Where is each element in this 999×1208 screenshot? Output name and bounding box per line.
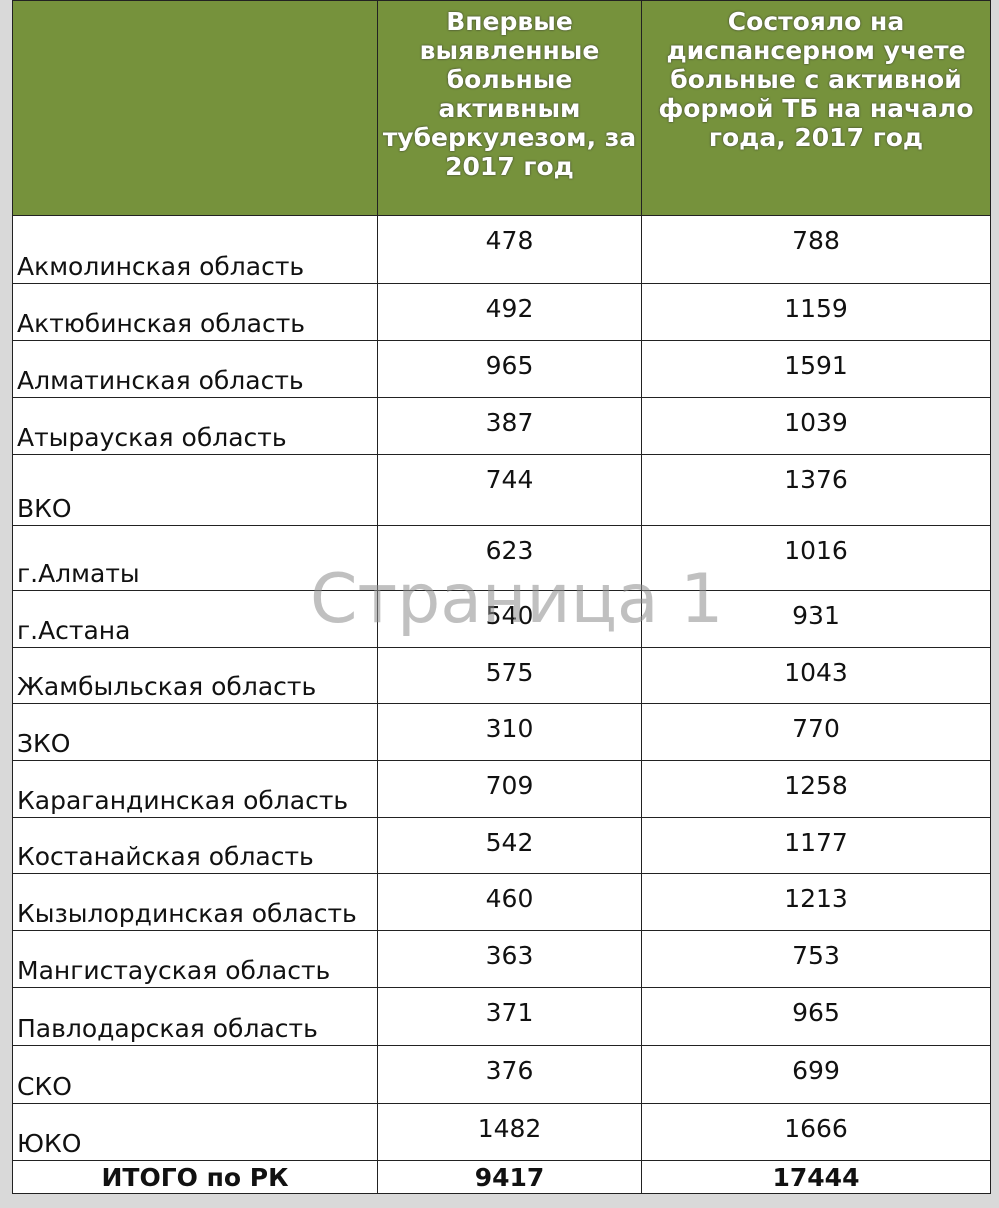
- value-cell: 1376: [641, 454, 991, 526]
- region-name: Жамбыльская область: [12, 647, 378, 704]
- total-value: 17444: [641, 1160, 991, 1194]
- value-cell: 376: [377, 1045, 642, 1104]
- region-name: г.Астана: [12, 590, 378, 648]
- value-cell: 387: [377, 397, 642, 455]
- value-cell: 1043: [641, 647, 991, 704]
- header-cell: Впервые выявленные больные активным тубе…: [377, 0, 642, 216]
- value-cell: 1258: [641, 760, 991, 818]
- region-name: СКО: [12, 1045, 378, 1104]
- total-value: 9417: [377, 1160, 642, 1194]
- region-name: Алматинская область: [12, 340, 378, 398]
- region-name: Атырауская область: [12, 397, 378, 455]
- region-name: г.Алматы: [12, 525, 378, 591]
- value-cell: 310: [377, 703, 642, 761]
- value-cell: 492: [377, 283, 642, 341]
- total-label: ИТОГО по РК: [12, 1160, 378, 1194]
- region-name: ВКО: [12, 454, 378, 526]
- value-cell: 965: [641, 987, 991, 1046]
- value-cell: 1039: [641, 397, 991, 455]
- value-cell: 744: [377, 454, 642, 526]
- region-name: Актюбинская область: [12, 283, 378, 341]
- value-cell: 460: [377, 873, 642, 931]
- value-cell: 753: [641, 930, 991, 988]
- value-cell: 1159: [641, 283, 991, 341]
- value-cell: 1016: [641, 525, 991, 591]
- region-name: ЗКО: [12, 703, 378, 761]
- value-cell: 363: [377, 930, 642, 988]
- value-cell: 709: [377, 760, 642, 818]
- value-cell: 371: [377, 987, 642, 1046]
- value-cell: 699: [641, 1045, 991, 1104]
- value-cell: 478: [377, 215, 642, 284]
- region-name: Мангистауская область: [12, 930, 378, 988]
- value-cell: 1482: [377, 1103, 642, 1161]
- region-name: Костанайская область: [12, 817, 378, 874]
- value-cell: 575: [377, 647, 642, 704]
- value-cell: 788: [641, 215, 991, 284]
- value-cell: 1591: [641, 340, 991, 398]
- value-cell: 542: [377, 817, 642, 874]
- value-cell: 1213: [641, 873, 991, 931]
- value-cell: 1666: [641, 1103, 991, 1161]
- value-cell: 965: [377, 340, 642, 398]
- value-cell: 1177: [641, 817, 991, 874]
- region-name: Акмолинская область: [12, 215, 378, 284]
- region-name: Карагандинская область: [12, 760, 378, 818]
- region-name: Павлодарская область: [12, 987, 378, 1046]
- value-cell: 770: [641, 703, 991, 761]
- header-cell: Состояло на диспансерном учете больные с…: [641, 0, 991, 216]
- value-cell: 540: [377, 590, 642, 648]
- region-name: ЮКО: [12, 1103, 378, 1161]
- header-cell: [12, 0, 378, 216]
- page-watermark: Страница 1: [310, 560, 724, 639]
- region-name: Кызылординская область: [12, 873, 378, 931]
- value-cell: 931: [641, 590, 991, 648]
